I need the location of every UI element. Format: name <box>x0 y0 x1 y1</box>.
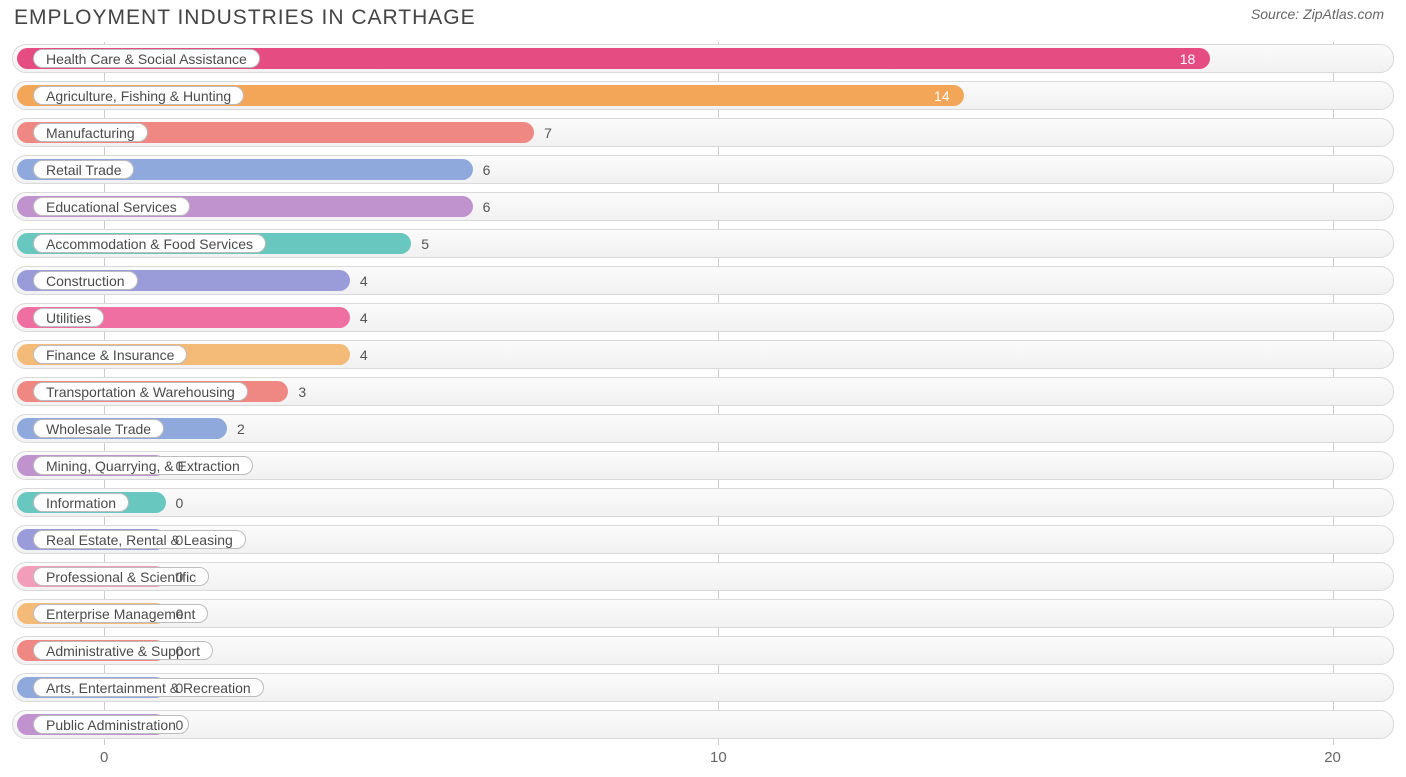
x-tick: 10 <box>710 749 727 766</box>
bar-value: 4 <box>360 264 368 297</box>
bar-value: 4 <box>360 338 368 371</box>
chart-row: Health Care & Social Assistance 18 <box>12 42 1394 75</box>
chart-row: Real Estate, Rental & Leasing0 <box>12 523 1394 556</box>
category-label-pill: Health Care & Social Assistance <box>33 49 260 68</box>
category-label-pill: Transportation & Warehousing <box>33 382 248 401</box>
category-label-pill: Wholesale Trade <box>33 419 164 438</box>
category-label-pill: Educational Services <box>33 197 190 216</box>
bar-value: 14 <box>934 79 950 112</box>
category-label-pill: Arts, Entertainment & Recreation <box>33 678 264 697</box>
bar-value: 0 <box>176 597 184 630</box>
bar-value: 0 <box>176 523 184 556</box>
chart-row: Retail Trade 6 <box>12 153 1394 186</box>
x-tick: 20 <box>1324 749 1341 766</box>
bar-value: 0 <box>176 708 184 741</box>
x-tick: 0 <box>100 749 108 766</box>
chart-row: Educational Services 6 <box>12 190 1394 223</box>
chart-row: Arts, Entertainment & Recreation0 <box>12 671 1394 704</box>
header: EMPLOYMENT INDUSTRIES IN CARTHAGE Source… <box>0 0 1406 30</box>
category-label-pill: Retail Trade <box>33 160 134 179</box>
x-axis: 0 10 20 <box>12 749 1394 769</box>
chart-row: Enterprise Management0 <box>12 597 1394 630</box>
category-label-pill: Mining, Quarrying, & Extraction <box>33 456 253 475</box>
category-label-pill: Agriculture, Fishing & Hunting <box>33 86 244 105</box>
bar-track <box>12 562 1394 591</box>
source-label: Source: ZipAtlas.com <box>1251 6 1384 22</box>
category-label-pill: Real Estate, Rental & Leasing <box>33 530 246 549</box>
bar-track <box>12 488 1394 517</box>
bar-value: 2 <box>237 412 245 445</box>
bar-value: 0 <box>176 671 184 704</box>
chart-row: Utilities 4 <box>12 301 1394 334</box>
category-label-pill: Utilities <box>33 308 104 327</box>
category-label-pill: Finance & Insurance <box>33 345 187 364</box>
bar-value: 3 <box>298 375 306 408</box>
bar-value: 4 <box>360 301 368 334</box>
bar-value: 5 <box>421 227 429 260</box>
chart-row: Manufacturing 7 <box>12 116 1394 149</box>
bar-track <box>12 710 1394 739</box>
category-label-pill: Construction <box>33 271 138 290</box>
category-label-pill: Information <box>33 493 129 512</box>
bar-value: 0 <box>176 486 184 519</box>
bar-value: 0 <box>176 449 184 482</box>
bar-value: 18 <box>1180 42 1196 75</box>
chart-row: Finance & Insurance 4 <box>12 338 1394 371</box>
chart-row: Administrative & Support0 <box>12 634 1394 667</box>
chart-row: Wholesale Trade 2 <box>12 412 1394 445</box>
chart-rows: Health Care & Social Assistance 18 Agricul… <box>12 42 1394 741</box>
category-label-pill: Public Administration <box>33 715 189 734</box>
chart-row: Information 0 <box>12 486 1394 519</box>
chart-row: Professional & Scientific0 <box>12 560 1394 593</box>
chart-area: Health Care & Social Assistance 18 Agricul… <box>12 42 1394 745</box>
chart-row: Transportation & Warehousing 3 <box>12 375 1394 408</box>
bar-value: 0 <box>176 634 184 667</box>
category-label-pill: Manufacturing <box>33 123 148 142</box>
bar-value: 6 <box>483 190 491 223</box>
bar-value: 6 <box>483 153 491 186</box>
bar-value: 0 <box>176 560 184 593</box>
chart-row: Mining, Quarrying, & Extraction0 <box>12 449 1394 482</box>
chart-row: Public Administration0 <box>12 708 1394 741</box>
chart-title: EMPLOYMENT INDUSTRIES IN CARTHAGE <box>14 6 476 30</box>
chart-row: Accommodation & Food Services 5 <box>12 227 1394 260</box>
bar-value: 7 <box>544 116 552 149</box>
bar-track <box>12 599 1394 628</box>
chart-row: Construction 4 <box>12 264 1394 297</box>
bar-track <box>12 636 1394 665</box>
category-label-pill: Accommodation & Food Services <box>33 234 266 253</box>
chart-row: Agriculture, Fishing & Hunting 14 <box>12 79 1394 112</box>
category-label-pill: Administrative & Support <box>33 641 213 660</box>
